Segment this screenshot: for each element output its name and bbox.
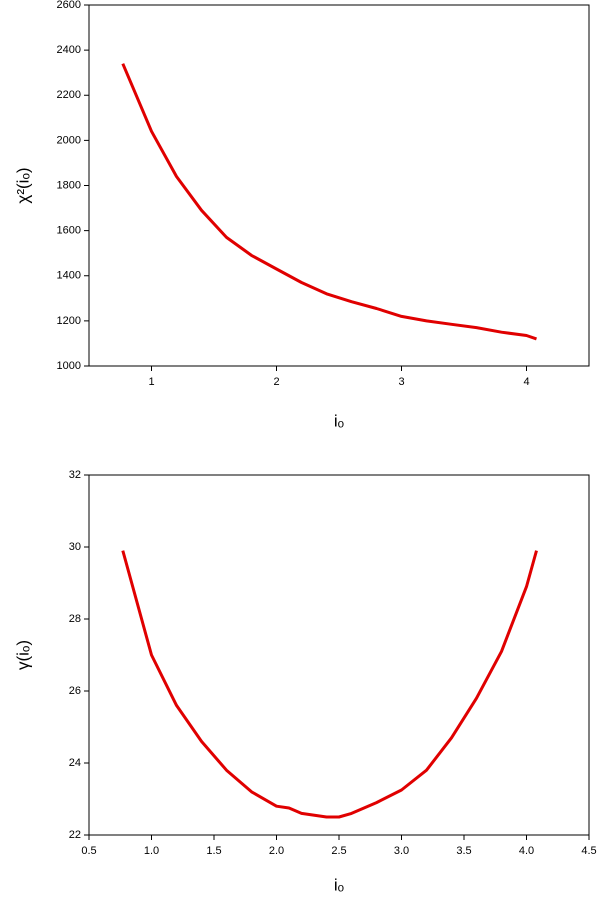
x-tick-label: 3.0 xyxy=(394,845,409,857)
y-tick-label: 2400 xyxy=(57,44,81,56)
y-axis-title: γ(iₒ) xyxy=(13,640,32,670)
x-tick-label: 3 xyxy=(398,376,404,388)
y-tick-label: 2600 xyxy=(57,0,81,11)
y-tick-label: 1400 xyxy=(57,270,81,282)
x-tick-label: 1.0 xyxy=(144,845,159,857)
x-tick-label: 1.5 xyxy=(206,845,221,857)
x-tick-label: 0.5 xyxy=(81,845,96,857)
y-tick-label: 26 xyxy=(69,685,81,697)
y-tick-label: 30 xyxy=(69,541,81,553)
x-tick-label: 2.5 xyxy=(331,845,346,857)
y-tick-label: 2000 xyxy=(57,134,81,146)
data-line xyxy=(121,63,537,341)
y-axis-title: χ²(iₒ) xyxy=(13,167,32,203)
data-line xyxy=(121,550,538,819)
y-tick-label: 24 xyxy=(69,757,81,769)
plot-frame xyxy=(88,474,590,836)
x-axis-title: iₒ xyxy=(334,411,344,430)
y-tick-label: 2200 xyxy=(57,89,81,101)
y-tick-label: 1600 xyxy=(57,225,81,237)
plot-frame xyxy=(88,4,590,367)
x-tick-label: 4 xyxy=(523,376,529,388)
x-tick-label: 3.5 xyxy=(456,845,471,857)
x-tick-label: 2 xyxy=(273,376,279,388)
y-tick-label: 1800 xyxy=(57,179,81,191)
y-tick-label: 28 xyxy=(69,613,81,625)
x-tick-label: 2.0 xyxy=(269,845,284,857)
y-tick-label: 32 xyxy=(69,469,81,481)
x-axis-title: iₒ xyxy=(334,875,344,894)
y-tick-label: 1000 xyxy=(57,360,81,372)
x-tick-label: 1 xyxy=(148,376,154,388)
y-tick-label: 22 xyxy=(69,829,81,841)
x-tick-label: 4.5 xyxy=(581,845,596,857)
x-tick-label: 4.0 xyxy=(519,845,534,857)
y-tick-label: 1200 xyxy=(57,315,81,327)
